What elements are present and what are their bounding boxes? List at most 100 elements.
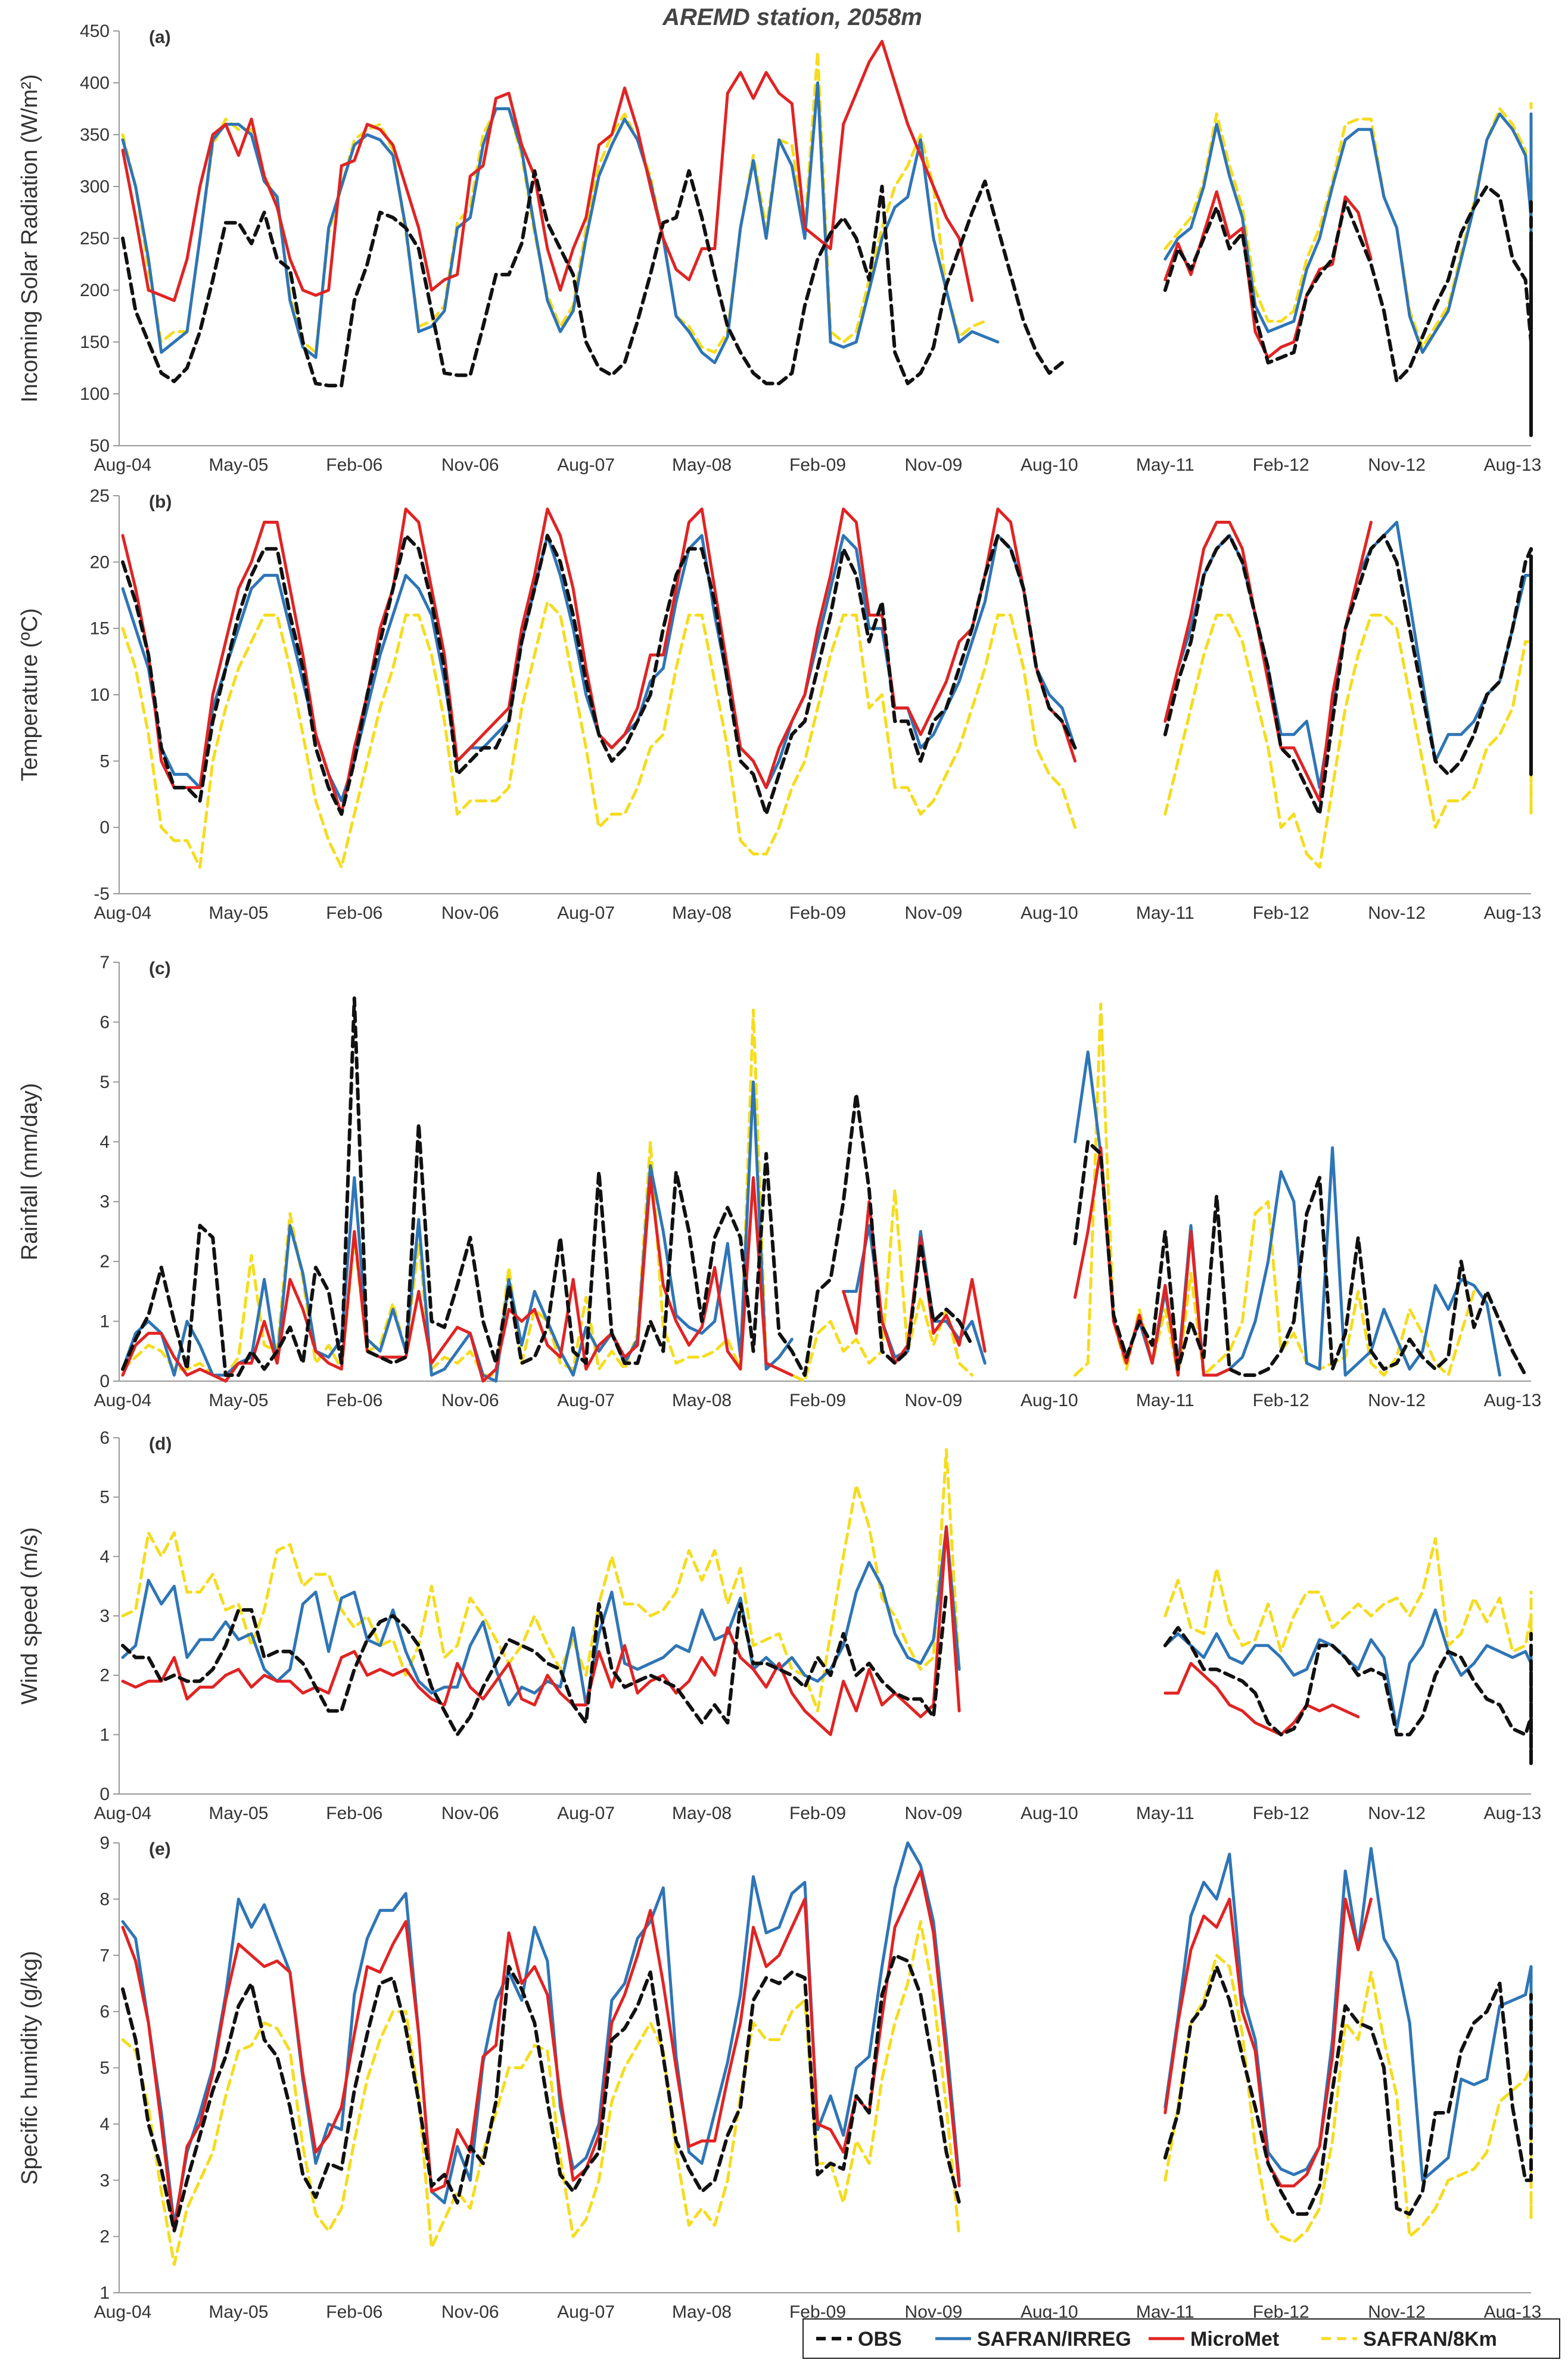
x-tick-label: May-08 — [672, 2302, 732, 2322]
series-obs-line — [1163, 1964, 1533, 2216]
y-tick-label: 300 — [80, 177, 110, 197]
x-tick-label: Feb-06 — [326, 1391, 382, 1410]
y-tick-label: 450 — [80, 21, 110, 41]
x-tick-label: May-05 — [209, 455, 268, 475]
y-tick-label: 1 — [99, 2283, 110, 2303]
figure-title: AREMD station, 2058m — [662, 4, 922, 30]
series-micromet-line — [121, 507, 1077, 816]
y-tick-label: 0 — [99, 1784, 110, 1804]
y-tick-label: 350 — [80, 125, 110, 145]
series-obs-line — [1073, 1140, 1527, 1377]
y-tick-label: 9 — [99, 1833, 110, 1853]
series-obs-line — [1163, 185, 1533, 437]
x-tick-label: Nov-09 — [905, 1391, 963, 1410]
series-safran8-line — [121, 600, 1077, 869]
panel-label: (b) — [149, 492, 172, 512]
y-tick-label: 5 — [99, 1488, 110, 1507]
y-axis-label: Temperature (ºC) — [17, 608, 42, 782]
x-tick-label: Aug-10 — [1021, 1804, 1078, 1823]
y-tick-label: 1 — [99, 1312, 110, 1332]
y-tick-label: 50 — [90, 436, 110, 456]
x-tick-label: Aug-07 — [557, 903, 615, 923]
x-tick-label: May-11 — [1136, 1804, 1194, 1823]
x-tick-label: May-11 — [1136, 455, 1194, 475]
x-tick-label: Feb-06 — [326, 903, 382, 923]
series-micromet-line — [121, 1869, 961, 2233]
x-tick-label: Aug-04 — [94, 1391, 152, 1410]
y-tick-label: 7 — [99, 1946, 110, 1966]
y-tick-label: 200 — [80, 281, 110, 300]
y-tick-label: 3 — [99, 2171, 110, 2190]
series-safran8-line — [1074, 1002, 1476, 1377]
legend-safran8-label: SAFRAN/8Km — [1363, 2328, 1497, 2351]
chart-panel-3: 0 1 2 3 4 5 6 7 Aug-04 May-05 Feb-06 Nov-06 Aug-07 Ma… — [17, 953, 1541, 1410]
series-safran8-line — [1163, 613, 1533, 869]
y-tick-label: 4 — [99, 1547, 110, 1566]
series-micromet-line — [1163, 1662, 1360, 1736]
x-tick-label: Feb-12 — [1253, 903, 1309, 923]
x-tick-label: Nov-09 — [905, 1804, 963, 1823]
y-tick-label: 3 — [99, 1606, 110, 1626]
x-tick-label: Aug-04 — [94, 2302, 152, 2322]
panels: 50 1 0 0 150 200 250 300 350 400 450 Aug-04 May-05 Fe… — [17, 21, 1541, 2322]
series-micromet-line — [121, 39, 974, 302]
y-tick-label: 150 — [80, 332, 110, 352]
series-obs-line — [121, 169, 1064, 388]
y-tick-label: 2 — [99, 1666, 110, 1686]
x-tick-label: May-08 — [672, 455, 732, 475]
x-tick-label: Aug-10 — [1021, 455, 1078, 475]
x-tick-label: Nov-06 — [441, 2302, 499, 2322]
series-safran8-line — [121, 1448, 961, 1712]
x-tick-label: Nov-12 — [1368, 1804, 1426, 1823]
x-tick-label: Feb-06 — [326, 2302, 382, 2322]
legend-micromet-label: MicroMet — [1190, 2328, 1279, 2351]
y-tick-label: 2 — [99, 2227, 110, 2247]
y-tick-label: 2 — [99, 1252, 110, 1271]
y-tick-label: 400 — [80, 73, 110, 93]
x-tick-label: Aug-13 — [1484, 1804, 1542, 1823]
y-axis-label: Incoming Solar Radiation (W/m²) — [17, 74, 42, 402]
x-tick-label: Aug-07 — [557, 1804, 615, 1823]
x-tick-label: May-05 — [209, 2302, 268, 2322]
series-irreg-line — [121, 1841, 961, 2227]
x-tick-label: Aug-10 — [1021, 1391, 1078, 1410]
y-tick-label: 7 — [99, 953, 110, 972]
series-obs-line — [121, 1590, 948, 1737]
x-tick-label: May-05 — [209, 1804, 268, 1823]
x-tick-label: Feb-09 — [789, 455, 846, 475]
y-tick-label: 6 — [99, 1428, 110, 1448]
x-tick-label: Feb-12 — [1253, 1391, 1309, 1410]
y-tick-label: 0 — [99, 818, 110, 838]
y-tick-label: 250 — [80, 229, 110, 248]
x-tick-label: Aug-04 — [94, 455, 152, 475]
panel-label: (c) — [149, 959, 171, 978]
y-tick-label: 15 — [90, 619, 110, 639]
y-tick-label: 6 — [99, 2002, 110, 2022]
series-micromet-line — [121, 1176, 794, 1383]
x-tick-label: Feb-12 — [1253, 1804, 1309, 1823]
x-tick-label: Aug-07 — [557, 2302, 615, 2322]
x-tick-label: Nov-12 — [1368, 455, 1426, 475]
y-tick-label: 20 — [90, 552, 110, 572]
x-tick-label: Nov-06 — [441, 1391, 499, 1410]
x-tick-label: Nov-06 — [441, 1804, 499, 1823]
chart-panel-5: 1 2 3 4 5 6 7 8 9 Aug-04 May-05 Feb-06 Nov-06 Aug-07 M… — [17, 1833, 1541, 2322]
legend-irreg-label: SAFRAN/IRREG — [977, 2328, 1131, 2351]
x-tick-label: Aug-13 — [1484, 903, 1542, 923]
y-tick-label: 5 — [99, 2059, 110, 2078]
x-tick-label: Aug-04 — [94, 903, 152, 923]
series-safran8-line — [121, 1920, 961, 2267]
x-tick-label: Nov-12 — [1368, 903, 1426, 923]
x-tick-label: Aug-07 — [557, 455, 615, 475]
chart-panel-2: -5 0 5 10 15 20 25 Aug-04 May-05 Feb-06 Nov-06 Aug-… — [17, 486, 1541, 923]
series-irreg-line — [1163, 112, 1533, 354]
y-axis-label: Rainfall (mm/day) — [17, 1083, 42, 1261]
panel-label: (d) — [149, 1434, 172, 1454]
series-irreg-line — [1163, 1608, 1533, 1730]
x-tick-label: Nov-06 — [441, 455, 499, 475]
series-irreg-line — [1163, 521, 1533, 789]
x-tick-label: Nov-06 — [441, 903, 499, 923]
y-tick-label: 4 — [99, 1132, 110, 1152]
x-tick-label: Aug-13 — [1484, 1391, 1542, 1410]
